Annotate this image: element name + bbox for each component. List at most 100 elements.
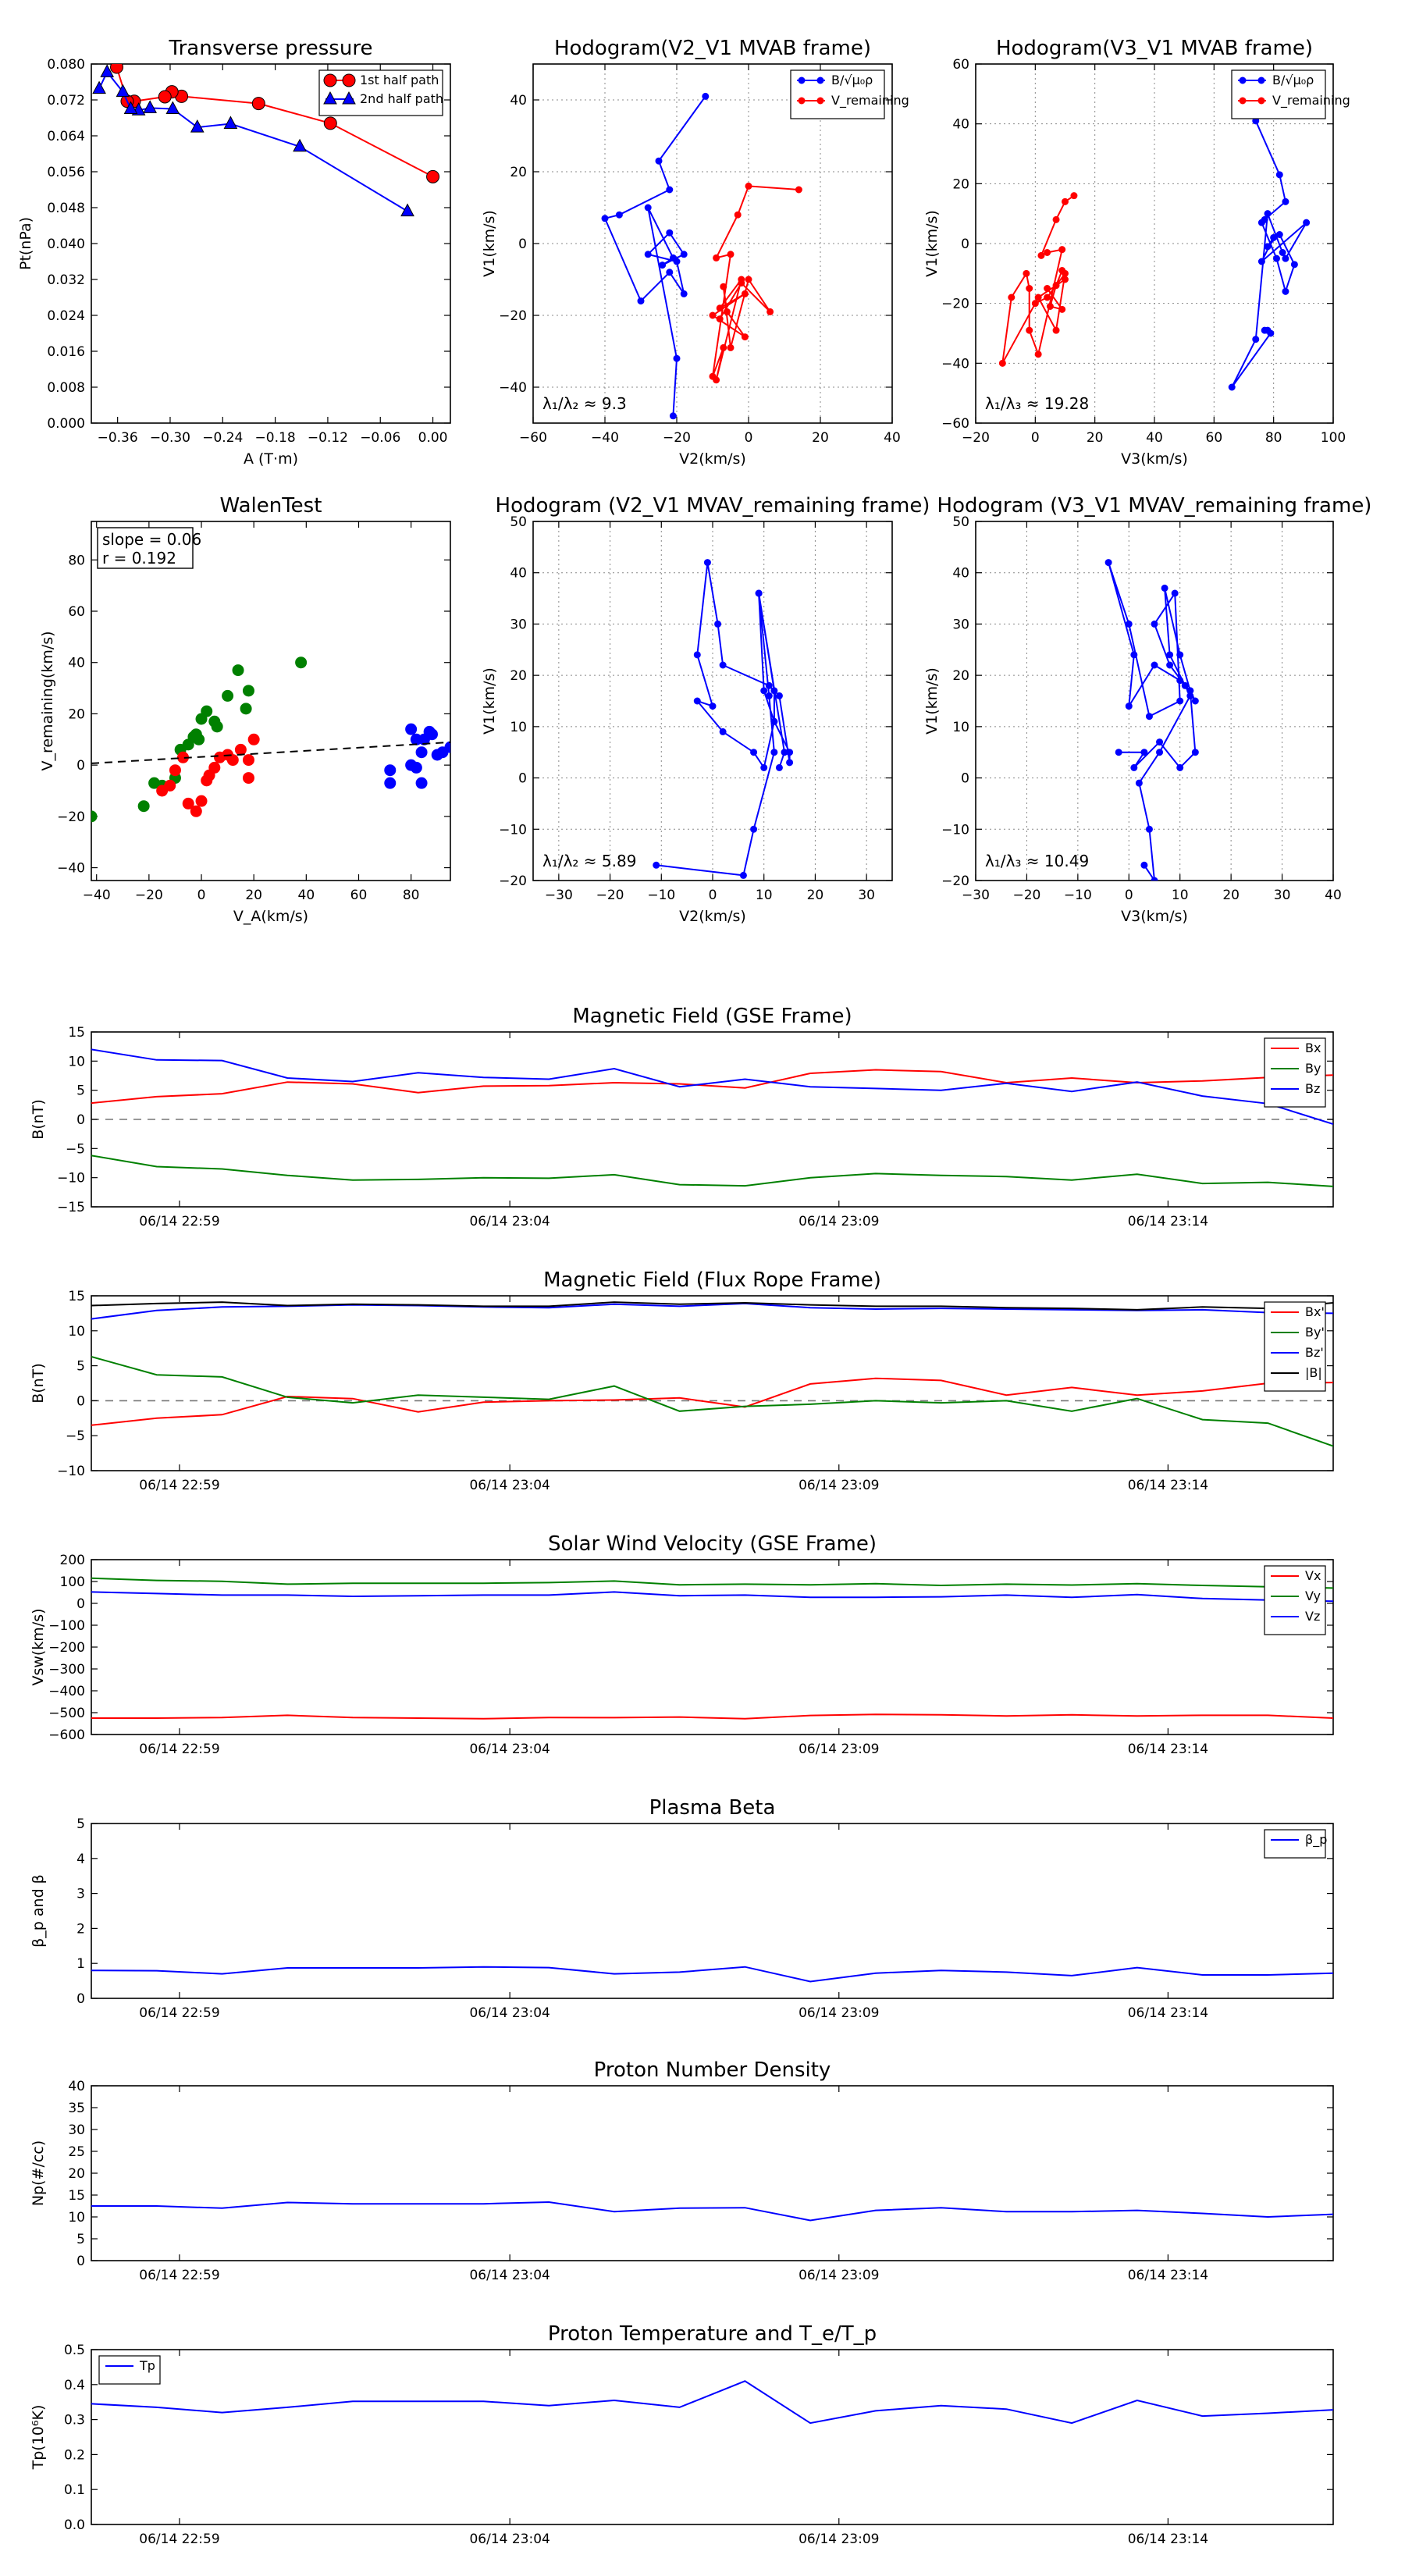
h4-ytick-label-3: 10 xyxy=(952,720,969,735)
tp-ytick-label-5: 0.040 xyxy=(47,237,85,252)
h3-series-0-point-0 xyxy=(653,861,660,869)
h2-ytick-label-4: 20 xyxy=(952,176,969,192)
walen-plot-frame xyxy=(91,521,451,881)
h4-series-0-point-17 xyxy=(1125,620,1133,628)
h2-xtick-label-3: 40 xyxy=(1146,430,1163,446)
h2-title: Hodogram(V3_V1 MVAB frame) xyxy=(996,37,1313,60)
np-ytick-label-2: 10 xyxy=(68,2210,85,2226)
tp-data xyxy=(92,64,440,217)
h1-series-1-point-11 xyxy=(709,311,717,319)
h2-legend-0-point-b xyxy=(1257,76,1265,84)
tp_temp-ytick-label-3: 0.3 xyxy=(64,2413,85,2428)
h4-series-0-point-21 xyxy=(1151,661,1158,669)
h2-series-0-point-9 xyxy=(1264,243,1272,251)
h2-series-0-point-2 xyxy=(1282,197,1289,205)
h2-xtick-label-1: 0 xyxy=(1031,430,1040,446)
h2-series-0-point-20 xyxy=(1261,326,1268,334)
h4-series-0-point-24 xyxy=(1191,749,1199,756)
mf_fr-series-0-line xyxy=(91,1377,1333,1426)
np-ytick-label-1: 5 xyxy=(76,2232,85,2247)
mf_fr-ytick-label-0: −10 xyxy=(57,1464,85,1479)
mf_gse-xtick-label-0: 06/14 22:59 xyxy=(139,1214,219,1229)
mf_fr-legend-label-3: |B| xyxy=(1305,1365,1322,1380)
tp-ytick-label-1: 0.008 xyxy=(47,380,85,396)
mf_gse-title: Magnetic Field (GSE Frame) xyxy=(572,1005,852,1028)
h1-series-0-point-5 xyxy=(637,297,645,305)
h4-xtick-label-7: 40 xyxy=(1325,888,1342,903)
tp-ylabel: Pt(nPa) xyxy=(17,217,34,270)
np-xtick-label-2: 06/14 23:09 xyxy=(799,2268,879,2283)
np-ytick-label-8: 40 xyxy=(68,2079,85,2094)
tp_temp-xtick-label-1: 06/14 23:04 xyxy=(469,2532,550,2547)
walen-annotation-box xyxy=(97,527,194,569)
h1-ytick-label-3: 20 xyxy=(510,165,527,180)
mf_fr-ytick-label-4: 10 xyxy=(68,1324,85,1340)
h3-series-0-point-10 xyxy=(775,692,783,699)
h2-series-0-point-8 xyxy=(1275,231,1283,238)
walen-xtick-label-6: 80 xyxy=(403,888,420,903)
h4-series-0-point-22 xyxy=(1176,677,1184,685)
walen-xtick-label-5: 60 xyxy=(350,888,368,903)
h1-ytick-label-1: −20 xyxy=(499,308,527,324)
walen-series-0-point-11 xyxy=(201,705,213,717)
h4-series-0-point-20 xyxy=(1125,703,1133,710)
h4-series-0-point-8 xyxy=(1176,651,1184,659)
h1-legend-label-1: V_remaining xyxy=(831,93,909,109)
beta-legend: β_p xyxy=(1264,1829,1327,1859)
h4-series-0-point-7 xyxy=(1161,584,1168,592)
walen-title: WalenTest xyxy=(220,494,322,518)
sw-ytick-label-7: 100 xyxy=(60,1574,85,1590)
walen-ytick-label-5: 60 xyxy=(68,604,85,620)
mf_fr-xtick-label-2: 06/14 23:09 xyxy=(799,1478,879,1493)
h1-xtick-label-0: −60 xyxy=(519,430,547,446)
tp_temp-ytick-label-4: 0.4 xyxy=(64,2378,85,2393)
mf_fr-xtick-label-3: 06/14 23:14 xyxy=(1128,1478,1208,1493)
mf_gse-ytick-label-5: 10 xyxy=(68,1054,85,1069)
tp_temp-ytick-label-5: 0.5 xyxy=(64,2343,85,2358)
tp-legend-label-0: 1st half path xyxy=(360,73,439,87)
h2-series-1-point-20 xyxy=(1046,303,1054,310)
h3-series-0-point-9 xyxy=(786,759,794,767)
walen-series-0-point-14 xyxy=(222,689,234,702)
tp-xtick-label-0: −0.36 xyxy=(98,430,138,446)
h4-title: Hodogram (V3_V1 MVAV_remaining frame) xyxy=(937,494,1372,518)
h2-series-0-point-11 xyxy=(1257,258,1265,265)
tp-series-1-point-8 xyxy=(116,84,130,98)
tp-ytick-label-3: 0.024 xyxy=(47,308,85,324)
np-plot-frame xyxy=(91,2085,1334,2261)
h4-xtick-label-3: 0 xyxy=(1125,888,1133,903)
h2-ytick-label-5: 40 xyxy=(952,117,969,133)
mf_fr-chart: Magnetic Field (Flux Rope Frame) −10 −5 0 5 1… xyxy=(30,1268,1334,1493)
np-ytick-label-7: 35 xyxy=(68,2101,85,2116)
mf_fr-ytick-label-2: 0 xyxy=(76,1393,85,1409)
h4-ytick-label-4: 20 xyxy=(952,668,969,684)
h2-ytick-label-3: 0 xyxy=(961,237,969,252)
tp-series-1-point-5 xyxy=(143,100,158,113)
h2-xtick-label-2: 20 xyxy=(1087,430,1104,446)
h4-series-0-line xyxy=(1108,562,1197,881)
h1-title: Hodogram(V2_V1 MVAB frame) xyxy=(554,37,871,60)
walen-data xyxy=(91,656,450,823)
h4-series-0-point-1 xyxy=(1151,877,1158,881)
h1-series-1-point-1 xyxy=(745,182,752,190)
h1-series-1-point-3 xyxy=(713,254,720,262)
h1-xlabel: V2(km/s) xyxy=(679,450,746,468)
h3-series-0-point-3 xyxy=(770,749,778,756)
walen-series-1-point-9 xyxy=(208,761,221,774)
h3-series-0-point-15 xyxy=(693,651,701,659)
h2-series-1-point-7 xyxy=(1026,326,1033,334)
h3-series-0-point-2 xyxy=(750,825,758,833)
walen-series-1-point-2 xyxy=(169,764,181,777)
tp-xlabel: A (T·m) xyxy=(244,450,298,468)
tp-xtick-label-2: −0.24 xyxy=(202,430,243,446)
mf_fr-plot-frame xyxy=(91,1295,1334,1471)
h2-series-0-point-10 xyxy=(1270,233,1278,241)
h4-xtick-label-2: −10 xyxy=(1064,888,1092,903)
walen-series-2-point-4 xyxy=(410,761,422,774)
walen-series-1-point-16 xyxy=(247,733,260,745)
walen-series-0-point-18 xyxy=(295,656,308,669)
walen-chart: WalenTest −40 −20 0 20 40 60 80 −40 −20 0 20 40 60 80 V… xyxy=(39,494,451,925)
tp-legend-label-1: 2nd half path xyxy=(360,91,443,106)
tp-series-1-point-9 xyxy=(100,64,115,77)
beta-xtick-label-2: 06/14 23:09 xyxy=(799,2005,879,2021)
